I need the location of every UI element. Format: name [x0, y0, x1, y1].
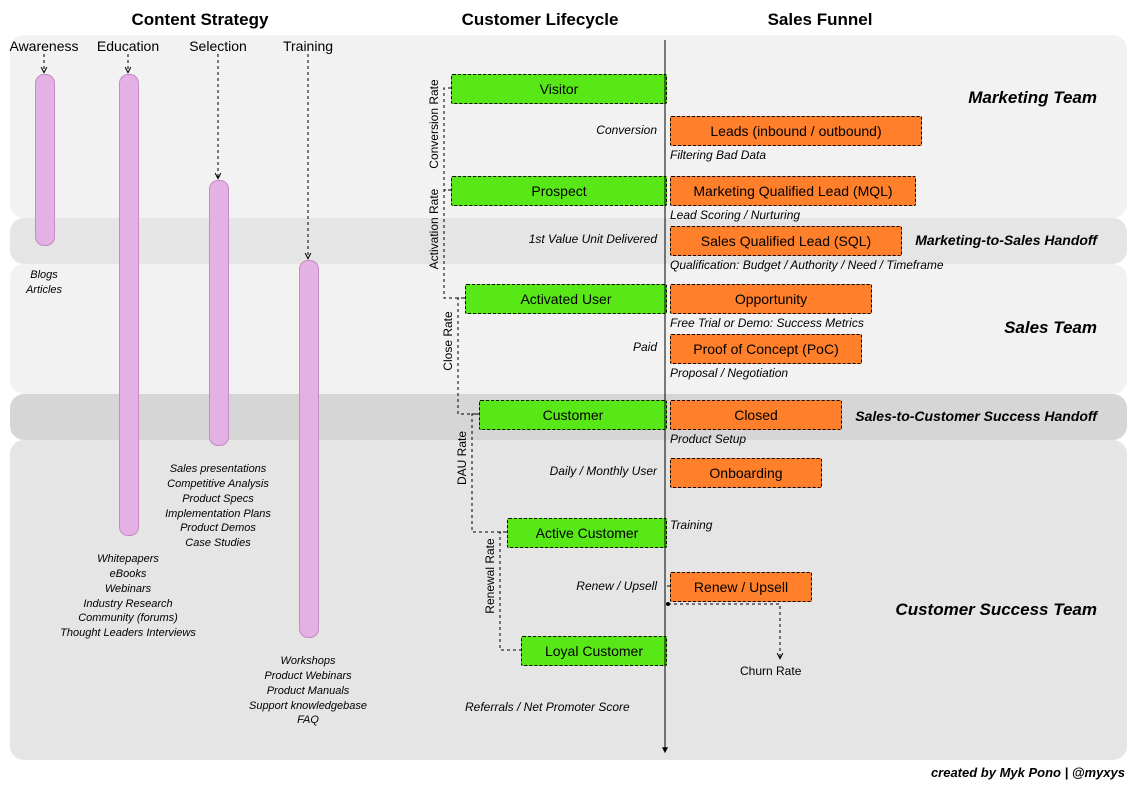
funnel-note-0: Filtering Bad Data	[670, 148, 1010, 162]
lifecycle-stage-1: Prospect	[451, 176, 667, 206]
rate-label-3: DAU Rate	[455, 403, 469, 513]
team-m2s: Marketing-to-Sales Handoff	[915, 232, 1097, 248]
funnel-stage-2: Sales Qualified Lead (SQL)	[670, 226, 902, 256]
rate-label-0: Conversion Rate	[427, 69, 441, 179]
lifecycle-stage-2: Activated User	[465, 284, 667, 314]
content-col-2-label: Selection	[178, 38, 258, 54]
churn-label: Churn Rate	[740, 664, 801, 678]
lifecycle-sub-1: 1st Value Unit Delivered	[529, 232, 657, 246]
funnel-stage-4: Proof of Concept (PoC)	[670, 334, 862, 364]
lifecycle-stage-3: Customer	[479, 400, 667, 430]
rate-label-2: Close Rate	[441, 286, 455, 396]
content-col-0-list: BlogsArticles	[0, 268, 119, 298]
content-col-1-label: Education	[88, 38, 168, 54]
content-col-2-list: Sales presentationsCompetitive AnalysisP…	[143, 462, 293, 551]
lifecycle-sub-2: Paid	[633, 340, 657, 354]
team-s2cs: Sales-to-Customer Success Handoff	[855, 408, 1097, 424]
funnel-stage-3: Opportunity	[670, 284, 872, 314]
lifecycle-sub-5: Referrals / Net Promoter Score	[465, 700, 725, 714]
rate-label-1: Activation Rate	[427, 174, 441, 284]
lifecycle-stage-5: Loyal Customer	[521, 636, 667, 666]
funnel-stage-7: Renew / Upsell	[670, 572, 812, 602]
funnel-note-5: Product Setup	[670, 432, 1010, 446]
content-col-3-bar	[299, 260, 319, 638]
team-sales: Sales Team	[1004, 318, 1097, 338]
lifecycle-sub-0: Conversion	[596, 123, 657, 137]
content-col-2-bar	[209, 180, 229, 446]
funnel-note-2: Qualification: Budget / Authority / Need…	[670, 258, 1010, 272]
header-customer-lifecycle: Customer Lifecycle	[440, 10, 640, 30]
funnel-stage-6: Onboarding	[670, 458, 822, 488]
content-col-1-bar	[119, 74, 139, 536]
funnel-note-3: Free Trial or Demo: Success Metrics	[670, 316, 1010, 330]
content-col-0-bar	[35, 74, 55, 246]
team-marketing: Marketing Team	[968, 88, 1097, 108]
team-cs: Customer Success Team	[895, 600, 1097, 620]
funnel-note-6: Training	[670, 518, 1010, 532]
funnel-stage-1: Marketing Qualified Lead (MQL)	[670, 176, 916, 206]
content-col-0-label: Awareness	[4, 38, 84, 54]
funnel-stage-0: Leads (inbound / outbound)	[670, 116, 922, 146]
content-col-1-list: WhitepaperseBooksWebinarsIndustry Resear…	[53, 552, 203, 641]
funnel-stage-5: Closed	[670, 400, 842, 430]
header-content-strategy: Content Strategy	[100, 10, 300, 30]
credit-line: created by Myk Pono | @myxys	[931, 765, 1125, 780]
rate-label-4: Renewal Rate	[483, 521, 497, 631]
diagram-canvas: Content Strategy Customer Lifecycle Sale…	[0, 0, 1137, 786]
lifecycle-stage-0: Visitor	[451, 74, 667, 104]
content-col-3-label: Training	[268, 38, 348, 54]
lifecycle-stage-4: Active Customer	[507, 518, 667, 548]
content-col-3-list: WorkshopsProduct WebinarsProduct Manuals…	[233, 654, 383, 728]
funnel-note-4: Proposal / Negotiation	[670, 366, 1010, 380]
lifecycle-sub-4: Renew / Upsell	[576, 579, 657, 593]
header-sales-funnel: Sales Funnel	[720, 10, 920, 30]
funnel-note-1: Lead Scoring / Nurturing	[670, 208, 1010, 222]
lifecycle-sub-3: Daily / Monthly User	[550, 464, 657, 478]
